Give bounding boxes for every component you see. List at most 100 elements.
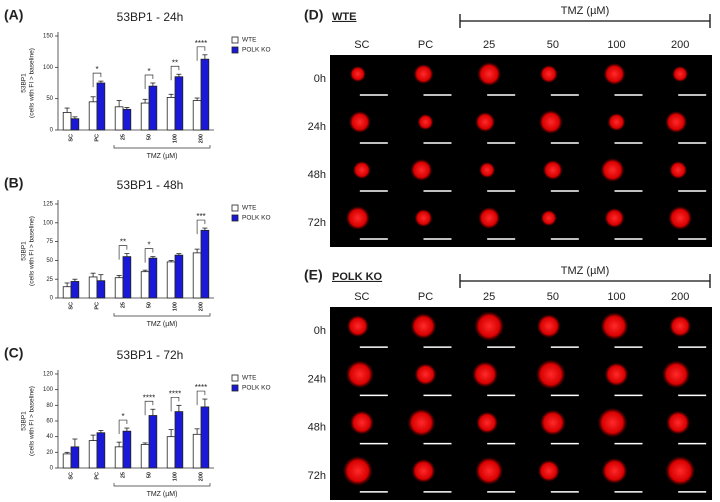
x-tick-label: 25: [120, 134, 126, 140]
column-label: SC: [354, 291, 369, 303]
legend-label: WTE: [242, 37, 257, 44]
y-tick-label: 125: [43, 202, 54, 208]
bar: [70, 446, 80, 469]
column-label: 25: [483, 39, 495, 51]
significance-bracket: [196, 390, 206, 406]
y-tick-label: 40: [46, 434, 53, 440]
legend-label: WTE: [242, 375, 257, 382]
y-tick-label: 75: [46, 239, 53, 245]
cell-image: [669, 161, 688, 179]
significance-bracket: [196, 46, 206, 61]
tmz-bracket: [113, 483, 211, 487]
significance-bracket: [118, 419, 128, 435]
cell-image: [665, 455, 696, 486]
x-tick-label: 100: [172, 302, 178, 311]
row-label: 24h: [308, 373, 326, 385]
bar: [200, 229, 210, 299]
cell-image: [410, 313, 437, 340]
cell-image: [479, 162, 496, 178]
y-tick-label: 60: [46, 419, 53, 425]
panel-label: (E): [304, 267, 323, 283]
bar: [114, 277, 124, 299]
cell-image: [476, 411, 499, 434]
bar: [200, 406, 210, 469]
row-label: 72h: [308, 217, 326, 229]
y-tick-label: 20: [46, 450, 53, 456]
y-tick-label: 25: [46, 277, 53, 283]
row-label: 0h: [314, 73, 326, 85]
bar: [140, 444, 150, 469]
cell-image: [666, 410, 691, 435]
bar: [166, 261, 176, 299]
bar: [192, 100, 202, 131]
cell-image: [346, 315, 369, 338]
y-tick-label: 100: [43, 220, 54, 226]
significance-bracket: [118, 245, 128, 260]
y-label: 53BP1: [21, 73, 28, 93]
legend-swatch: [231, 214, 239, 222]
panel-label: (D): [304, 7, 323, 23]
y-tick-label: 0: [50, 466, 54, 472]
y-label: (cells with FI > baseline): [29, 386, 36, 456]
cell-image: [472, 361, 499, 388]
bar: [148, 257, 158, 299]
significance-label: ****: [195, 383, 207, 392]
column-label: SC: [354, 39, 369, 51]
significance-label: **: [172, 58, 178, 67]
cell-image: [475, 112, 496, 132]
panel-name: WTE: [332, 11, 356, 23]
cell-image: [342, 455, 373, 486]
x-tick-label: 50: [146, 302, 152, 308]
bar: [148, 85, 158, 131]
cell-image: [345, 206, 370, 230]
cell-image: [414, 363, 437, 386]
bar: [200, 58, 210, 131]
cell-image: [665, 111, 688, 133]
legend-label: POLK KO: [242, 215, 271, 222]
row-label: 24h: [308, 121, 326, 133]
row-label: 72h: [308, 470, 326, 482]
row-label: 48h: [308, 422, 326, 434]
y-tick-label: 0: [50, 296, 54, 302]
significance-label: ****: [143, 393, 155, 402]
cell-image: [413, 64, 434, 84]
cell-image: [600, 312, 629, 341]
legend-label: POLK KO: [242, 385, 271, 392]
significance-bracket: [144, 400, 154, 416]
bar: [62, 453, 72, 469]
column-label: 100: [607, 291, 625, 303]
y-tick-label: 50: [46, 96, 53, 102]
column-label: 50: [547, 39, 559, 51]
bar: [62, 112, 72, 131]
bar: [114, 446, 124, 469]
image-area: [330, 307, 712, 500]
bar: [174, 411, 184, 469]
y-tick-label: 50: [46, 258, 53, 264]
column-label: 50: [547, 291, 559, 303]
cell-image: [603, 63, 626, 85]
panel-label: (B): [4, 175, 23, 191]
x-tick-label: SC: [68, 302, 74, 310]
legend-swatch: [231, 46, 239, 54]
significance-label: ***: [196, 212, 205, 221]
cell-image: [538, 110, 563, 134]
tmz-label: TMZ (µM): [561, 5, 610, 17]
legend-swatch: [231, 374, 239, 382]
x-tick-label: 200: [198, 302, 204, 311]
tmz-bracket: [113, 145, 211, 149]
bar: [122, 108, 132, 131]
cell-image: [414, 209, 433, 227]
cell-image: [411, 458, 436, 483]
x-label: TMZ (µM): [147, 321, 178, 328]
y-label: 53BP1: [21, 411, 28, 431]
bar: [174, 76, 184, 131]
bar: [140, 271, 150, 299]
bar: [62, 286, 72, 299]
row-label: 48h: [308, 169, 326, 181]
legend-swatch: [231, 204, 239, 212]
cell-image: [349, 410, 374, 435]
bar: [96, 82, 106, 131]
y-tick-label: 150: [43, 34, 54, 40]
bar: [88, 101, 98, 131]
